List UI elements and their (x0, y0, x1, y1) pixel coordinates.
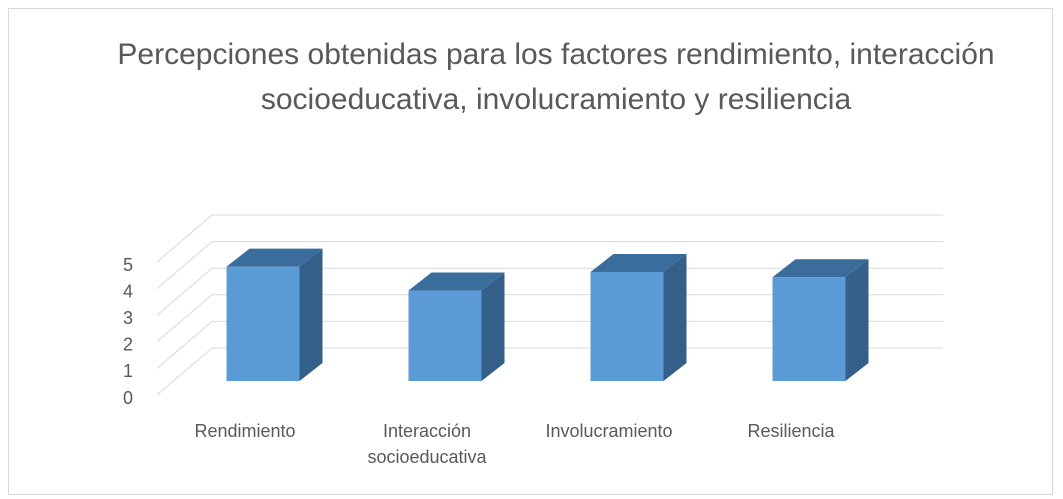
grid-line (156, 241, 213, 289)
y-tick-label: 5 (123, 255, 133, 275)
bar-side (663, 253, 687, 381)
y-tick-label: 2 (123, 335, 133, 355)
grid-line (156, 267, 213, 316)
x-tick-label: Interacción socioeducativa (367, 421, 487, 467)
bar-side (299, 248, 323, 381)
y-tick-label: 1 (123, 361, 133, 381)
bar (590, 271, 664, 381)
bar-top (590, 253, 687, 272)
bar (408, 290, 482, 381)
bar-top (772, 259, 869, 278)
bar (226, 266, 300, 381)
bar-top (408, 272, 505, 291)
chart-title: Percepciones obtenidas para los factores… (117, 38, 995, 116)
bar (772, 277, 846, 381)
x-tick-label: Rendimiento (194, 421, 296, 441)
bar-side (481, 272, 505, 381)
y-tick-label: 3 (123, 308, 133, 328)
y-tick-label: 0 (123, 388, 133, 408)
grid-line (156, 294, 213, 343)
bar-top (226, 248, 323, 267)
grid-line (156, 347, 213, 396)
bar-side (845, 259, 869, 381)
chart-frame (8, 8, 1053, 495)
x-tick-label: Involucramiento (545, 421, 673, 441)
grid-line (156, 321, 213, 369)
grid-line (156, 214, 213, 263)
x-tick-label: Resiliencia (747, 421, 835, 441)
y-tick-label: 4 (123, 281, 133, 301)
